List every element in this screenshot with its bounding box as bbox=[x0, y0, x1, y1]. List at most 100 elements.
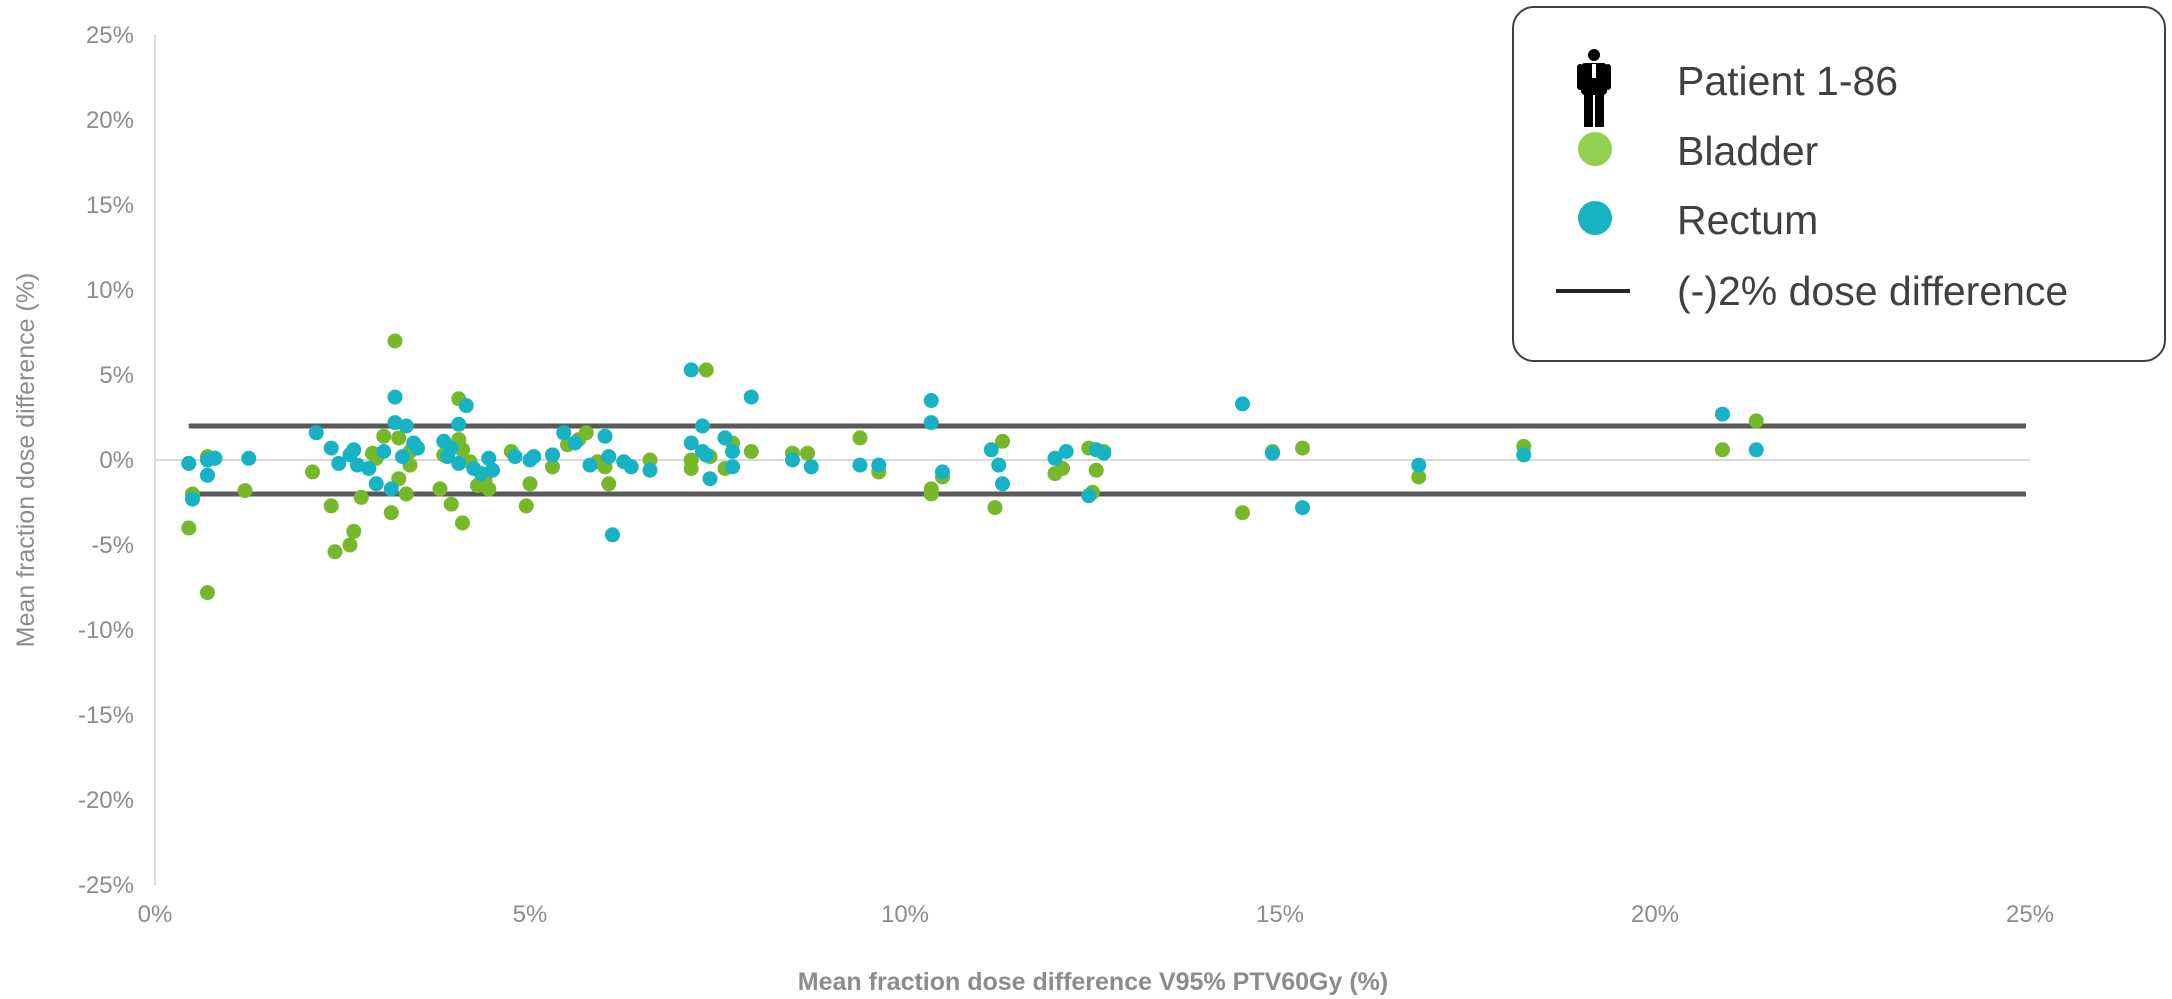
rectum-point bbox=[1748, 442, 1764, 458]
rectum-point bbox=[725, 459, 740, 475]
bladder-point bbox=[376, 428, 392, 444]
rectum-point bbox=[1047, 450, 1063, 466]
rectum-point bbox=[601, 449, 617, 465]
rectum-point bbox=[1265, 445, 1280, 461]
x-tick-label: 20% bbox=[1631, 901, 1679, 928]
rectum-point bbox=[443, 440, 459, 456]
rectum-point bbox=[683, 362, 699, 378]
y-tick-label: -25% bbox=[78, 872, 134, 899]
bladder-point bbox=[995, 433, 1010, 449]
y-tick-label: 20% bbox=[86, 107, 134, 134]
rectum-point bbox=[376, 444, 392, 459]
legend-item-rectum: Rectum bbox=[1514, 187, 2164, 247]
rectum-point bbox=[803, 459, 819, 475]
rectum-point bbox=[368, 476, 384, 492]
bladder-point bbox=[518, 498, 534, 514]
bladder-point bbox=[181, 520, 197, 536]
rectum-point bbox=[1058, 444, 1074, 459]
rectum-point bbox=[485, 462, 500, 478]
rectum-point bbox=[387, 389, 403, 405]
rectum-point bbox=[361, 461, 377, 476]
rectum-point bbox=[871, 457, 887, 473]
bladder-point bbox=[391, 430, 407, 446]
bladder-point bbox=[698, 362, 714, 378]
rectum-point bbox=[458, 398, 474, 414]
y-axis-label: Mean fraction dose difference (%) bbox=[12, 273, 40, 648]
bladder-series bbox=[181, 333, 1764, 601]
bladder-point bbox=[455, 515, 470, 531]
bladder-point bbox=[1748, 413, 1764, 429]
rectum-point bbox=[935, 464, 950, 480]
bladder-point bbox=[522, 476, 538, 492]
bladder-point bbox=[743, 444, 759, 459]
rectum-point bbox=[473, 466, 489, 482]
rectum-point bbox=[410, 440, 425, 456]
y-axis-ticks: 25% 20% 15% 10% 5% 0% -5% -10% -15% -20% -25% bbox=[78, 22, 134, 899]
bladder-point bbox=[353, 489, 369, 505]
rectum-point bbox=[567, 435, 583, 451]
rectum-point bbox=[1295, 500, 1310, 516]
bladder-point bbox=[1295, 440, 1310, 456]
rectum-point bbox=[398, 418, 414, 434]
bladder-point bbox=[481, 481, 497, 497]
bladder-point bbox=[578, 425, 594, 441]
bladder-point bbox=[1715, 442, 1730, 458]
legend-item-threshold: (-)2% dose difference bbox=[1514, 258, 2164, 318]
rectum-point bbox=[852, 457, 868, 473]
y-tick-label: 15% bbox=[86, 192, 134, 219]
rectum-marker bbox=[1578, 201, 1612, 235]
rectum-point bbox=[743, 389, 759, 405]
rectum-point bbox=[991, 457, 1007, 473]
rectum-point bbox=[387, 415, 403, 431]
bladder-point bbox=[383, 505, 399, 521]
rectum-point bbox=[526, 449, 542, 465]
legend-item-bladder: Bladder bbox=[1514, 118, 2164, 178]
rectum-point bbox=[241, 450, 257, 466]
bladder-point bbox=[1235, 505, 1250, 521]
x-tick-label: 5% bbox=[513, 901, 548, 928]
rectum-point bbox=[1235, 396, 1250, 412]
rectum-point bbox=[323, 440, 339, 456]
x-tick-label: 10% bbox=[881, 901, 929, 928]
rectum-point bbox=[451, 455, 467, 471]
rectum-point bbox=[642, 462, 658, 478]
bladder-point bbox=[342, 537, 358, 553]
person-icon bbox=[1577, 49, 1611, 127]
rectum-point bbox=[582, 457, 598, 473]
bladder-point bbox=[237, 483, 253, 499]
rectum-point bbox=[331, 455, 347, 471]
rectum-point bbox=[605, 527, 620, 543]
bladder-point bbox=[387, 333, 403, 349]
x-axis-ticks: 0% 5% 10% 15% 20% 25% bbox=[138, 901, 2054, 928]
bladder-point bbox=[305, 464, 320, 480]
reference-lines bbox=[188, 423, 2026, 497]
rectum-point bbox=[785, 452, 800, 468]
rectum-point bbox=[623, 459, 639, 475]
legend-label-patient: Patient 1-86 bbox=[1677, 58, 1899, 104]
rectum-point bbox=[983, 442, 999, 458]
x-tick-label: 15% bbox=[1256, 901, 1304, 928]
rectum-series bbox=[181, 362, 1764, 543]
bladder-point bbox=[545, 459, 560, 475]
y-tick-label: 10% bbox=[86, 277, 134, 304]
rectum-point bbox=[207, 450, 223, 466]
legend-item-patient: Patient 1-86 bbox=[1514, 48, 2164, 127]
y-tick-label: -20% bbox=[78, 787, 134, 814]
bladder-point bbox=[432, 481, 448, 497]
y-tick-label: 0% bbox=[99, 447, 134, 474]
bladder-point bbox=[443, 496, 459, 512]
rectum-point bbox=[923, 415, 939, 431]
rectum-point bbox=[383, 481, 399, 497]
rectum-point bbox=[1081, 488, 1097, 504]
rectum-point bbox=[717, 430, 733, 446]
rectum-point bbox=[181, 455, 197, 471]
rectum-point bbox=[185, 491, 200, 507]
y-tick-label: -15% bbox=[78, 702, 134, 729]
threshold-line-marker bbox=[1556, 289, 1630, 293]
bladder-point bbox=[987, 500, 1003, 516]
rectum-point bbox=[1516, 447, 1532, 463]
rectum-point bbox=[350, 457, 365, 473]
bladder-point bbox=[923, 486, 939, 502]
rectum-point bbox=[451, 416, 467, 432]
bladder-point bbox=[327, 544, 343, 560]
